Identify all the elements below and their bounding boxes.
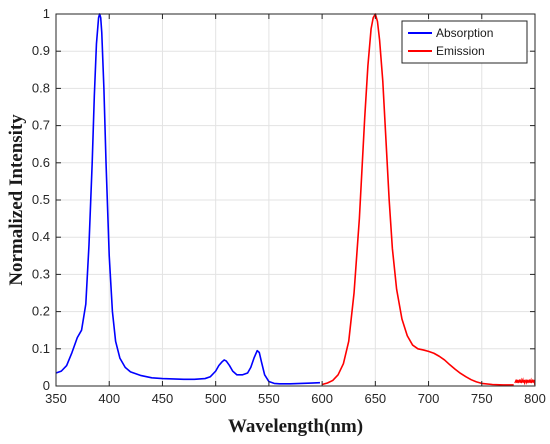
series-line-absorption xyxy=(55,13,321,385)
y-tick-label: 0.8 xyxy=(32,80,50,95)
x-tick-label: 800 xyxy=(524,391,546,406)
legend: Absorption Emission xyxy=(401,20,528,64)
x-tick-label: 450 xyxy=(152,391,174,406)
y-axis-label: Normalized Intensity xyxy=(6,114,27,286)
x-tick-label: 400 xyxy=(98,391,120,406)
x-tick-label: 500 xyxy=(205,391,227,406)
legend-label-absorption: Absorption xyxy=(436,26,493,40)
legend-box xyxy=(401,20,528,64)
x-tick-label: 350 xyxy=(45,391,67,406)
y-tick-label: 1 xyxy=(43,6,50,21)
series-line-emission-noise xyxy=(514,377,536,386)
x-tick-label: 650 xyxy=(364,391,386,406)
y-tick-label: 0.2 xyxy=(32,304,50,319)
y-tick-label: 0 xyxy=(43,378,50,393)
legend-label-emission: Emission xyxy=(436,44,485,58)
x-tick-label: 750 xyxy=(471,391,493,406)
x-tick-label: 600 xyxy=(311,391,333,406)
grid xyxy=(55,13,536,387)
x-axis-label: Wavelength(nm) xyxy=(228,416,363,437)
y-tick-label: 0.5 xyxy=(32,192,50,207)
y-tick-label: 0.6 xyxy=(32,155,50,170)
ticks xyxy=(55,13,536,387)
y-tick-label: 0.3 xyxy=(32,266,50,281)
y-tick-label: 0.9 xyxy=(32,43,50,58)
y-tick-label: 0.4 xyxy=(32,229,50,244)
tick-labels: 350 400 450 500 550 600 650 700 750 800 0 0.1 0.2 0.3… xyxy=(32,6,546,406)
y-tick-label: 0.1 xyxy=(32,341,50,356)
y-tick-label: 0.7 xyxy=(32,118,50,133)
series-layer xyxy=(55,13,536,386)
x-tick-label: 700 xyxy=(418,391,440,406)
series-line-emission xyxy=(321,13,514,386)
x-tick-label: 550 xyxy=(258,391,280,406)
